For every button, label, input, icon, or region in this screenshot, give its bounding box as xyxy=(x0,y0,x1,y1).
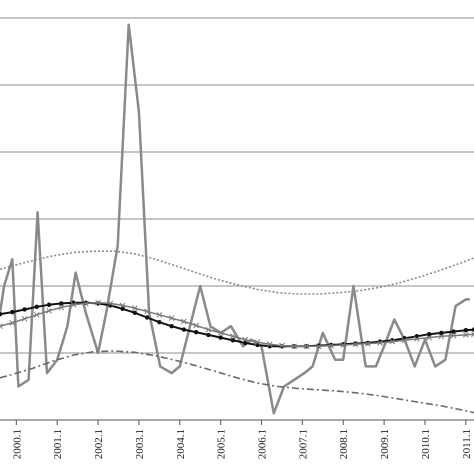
data-point xyxy=(95,299,101,306)
data-point xyxy=(426,334,432,341)
series-line-dotted-gray xyxy=(0,250,474,295)
data-point xyxy=(70,301,77,308)
series-group xyxy=(0,23,474,415)
data-point xyxy=(120,306,125,311)
data-point xyxy=(169,324,174,329)
x-tick-label: 2002.1 xyxy=(93,429,105,459)
data-point xyxy=(82,300,89,307)
data-point xyxy=(168,315,175,322)
data-point xyxy=(377,340,383,346)
data-point xyxy=(401,337,408,344)
data-point xyxy=(242,340,248,346)
data-point xyxy=(303,343,310,350)
series-line-solid-gray-crosses xyxy=(0,302,474,348)
series-line-solid-gray xyxy=(0,23,470,415)
x-tick-label: 2009.1 xyxy=(379,429,391,459)
data-point xyxy=(389,338,396,345)
data-point xyxy=(132,310,138,315)
data-point xyxy=(426,332,432,337)
data-point xyxy=(193,322,199,329)
data-point xyxy=(119,302,126,309)
data-point xyxy=(0,311,3,317)
data-point xyxy=(413,336,420,342)
data-point xyxy=(59,301,64,306)
data-point xyxy=(181,327,187,332)
data-point xyxy=(471,327,474,332)
data-point xyxy=(279,342,285,349)
data-point xyxy=(205,326,212,333)
data-point xyxy=(46,307,52,314)
data-point xyxy=(266,341,273,348)
data-point xyxy=(242,336,249,343)
data-point xyxy=(10,309,15,315)
data-point xyxy=(33,311,40,318)
data-point xyxy=(21,315,28,322)
x-tick-label: 2008.1 xyxy=(338,429,350,459)
data-point xyxy=(156,311,163,318)
x-tick-label: 2011.1 xyxy=(461,429,473,459)
x-tick-label: 2004.1 xyxy=(175,429,187,459)
data-point xyxy=(471,331,474,338)
x-tick-label: 2006.1 xyxy=(257,429,269,459)
x-tick-label: 2003.1 xyxy=(134,429,146,459)
data-point xyxy=(328,342,334,349)
data-point xyxy=(58,304,65,311)
data-point xyxy=(291,343,298,350)
data-point xyxy=(22,307,27,312)
x-tick-label: 2000.1 xyxy=(11,429,23,459)
data-point xyxy=(340,342,347,348)
data-point xyxy=(107,300,114,307)
data-point xyxy=(217,330,224,336)
series-line-dash-dot-gray xyxy=(0,350,474,414)
data-point xyxy=(451,329,456,334)
data-point xyxy=(144,315,150,320)
data-point xyxy=(462,332,469,338)
data-point xyxy=(206,332,211,338)
data-point xyxy=(9,319,16,326)
data-point xyxy=(131,305,138,311)
data-point xyxy=(144,308,150,315)
data-point xyxy=(438,333,445,340)
data-point xyxy=(439,330,444,336)
data-point xyxy=(157,319,162,325)
data-point xyxy=(0,323,3,330)
x-tick-label: 2007.1 xyxy=(297,429,309,459)
data-point xyxy=(450,332,457,339)
x-tick-label: 2005.1 xyxy=(216,429,228,459)
x-tick-label: 2010.1 xyxy=(420,429,432,459)
data-point xyxy=(218,335,223,340)
data-point xyxy=(34,304,39,309)
data-point xyxy=(254,339,261,346)
data-point xyxy=(315,343,322,350)
data-point xyxy=(193,330,199,335)
x-axis: 2000.1 2001.1 2002.1 2003.1 2004.1 2005.1 2006… xyxy=(0,419,474,459)
x-tick-label: 2001.1 xyxy=(52,429,64,459)
data-point xyxy=(463,328,469,333)
data-point xyxy=(230,338,236,343)
data-point xyxy=(181,318,187,325)
data-point xyxy=(46,302,52,307)
data-point xyxy=(352,341,359,348)
data-point xyxy=(364,340,371,347)
data-point xyxy=(230,333,236,340)
series-line-solid-black-dots xyxy=(0,301,474,348)
